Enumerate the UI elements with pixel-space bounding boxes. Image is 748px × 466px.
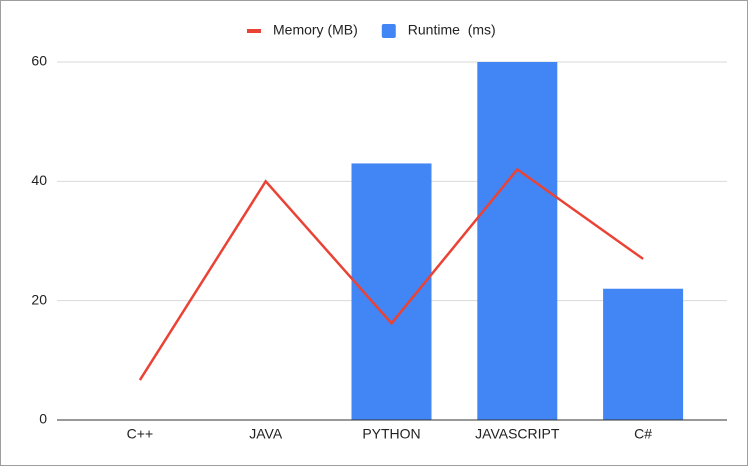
y-tick-label: 60 <box>31 53 47 69</box>
x-tick-label: PYTHON <box>362 426 420 442</box>
line <box>138 167 644 381</box>
bar <box>603 288 684 420</box>
y-tick-label: 40 <box>31 172 47 188</box>
legend-label: Memory (MB) <box>273 22 358 38</box>
x-tick-label: C++ <box>127 426 153 442</box>
legend-swatch <box>381 24 396 38</box>
legend-swatch <box>247 29 261 33</box>
x-tick-label: C# <box>634 426 652 442</box>
x-tick-label: JAVASCRIPT <box>475 426 560 442</box>
x-tick-label: JAVA <box>249 426 283 442</box>
y-tick-label: 0 <box>39 411 47 427</box>
bar <box>477 62 558 420</box>
y-tick-label: 20 <box>31 291 47 307</box>
legend-label: Runtime (ms) <box>408 22 496 38</box>
